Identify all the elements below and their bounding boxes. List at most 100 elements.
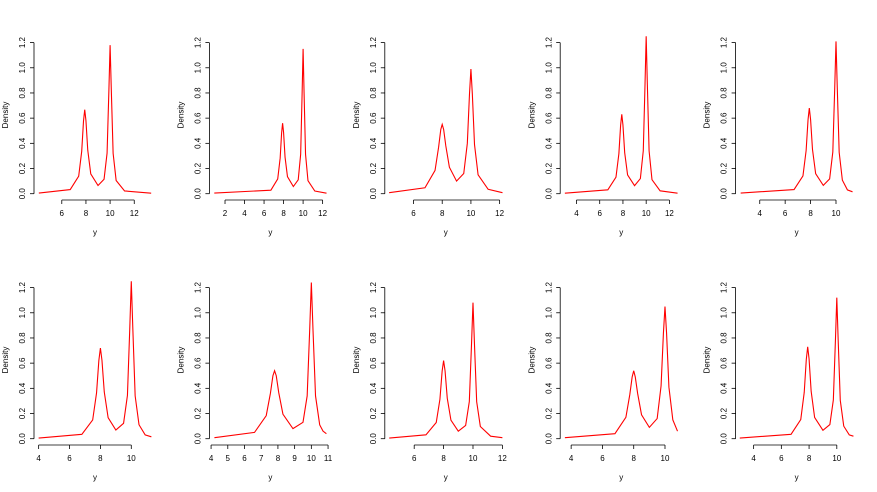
y-tick-label: 0.0 [194, 433, 203, 445]
y-tick-label: 0.0 [720, 433, 729, 445]
x-tick-label: 8 [631, 454, 636, 463]
panel: 0.0 0.2 0.4 0.6 0.8 1.0 1.2 4 5 6 7 8 9 10 11 y Density [177, 281, 333, 482]
y-tick-label: 0.6 [18, 357, 27, 369]
y-tick-label: 0.0 [18, 433, 27, 445]
y-tick-label: 0.0 [194, 188, 203, 200]
y-tick-label: 0.8 [720, 332, 729, 344]
y-tick-label: 0.2 [194, 162, 203, 174]
y-tick-label: 0.6 [18, 112, 27, 124]
x-tick-label: 2 [223, 209, 228, 218]
y-tick-label: 0.8 [544, 87, 553, 99]
x-axis-label: y [795, 473, 799, 482]
y-tick-label: 1.2 [369, 281, 378, 293]
x-tick-label: 10 [127, 454, 136, 463]
x-tick-label: 6 [412, 454, 417, 463]
y-tick-label: 1.0 [544, 62, 553, 74]
y-tick-label: 0.6 [194, 112, 203, 124]
x-tick-label: 10 [642, 209, 651, 218]
y-axis-label: Density [527, 347, 536, 374]
density-line [214, 48, 327, 194]
x-tick-label: 6 [411, 209, 416, 218]
x-tick-label: 4 [758, 209, 763, 218]
y-axis-label: Density [352, 102, 361, 129]
y-tick-label: 0.8 [544, 332, 553, 344]
y-tick-label: 1.2 [720, 281, 729, 293]
density-line [739, 297, 854, 439]
y-tick-label: 1.2 [369, 36, 378, 48]
y-tick-label: 0.4 [194, 382, 203, 394]
y-tick-label: 0.6 [720, 357, 729, 369]
x-tick-label: 10 [832, 209, 841, 218]
y-tick-label: 0.6 [194, 357, 203, 369]
y-tick-label: 0.4 [544, 382, 553, 394]
y-tick-label: 0.6 [544, 112, 553, 124]
x-tick-label: 4 [574, 209, 579, 218]
density-line [389, 302, 503, 439]
y-axis-label: Density [527, 102, 536, 129]
x-tick-label: 4 [751, 454, 756, 463]
y-tick-label: 0.2 [720, 407, 729, 419]
y-tick-label: 0.2 [18, 162, 27, 174]
x-tick-label: 9 [292, 454, 297, 463]
x-axis-label: y [268, 473, 272, 482]
panel: 0.0 0.2 0.4 0.6 0.8 1.0 1.2 6 8 10 12 y Density [352, 36, 505, 237]
x-tick-label: 6 [597, 209, 602, 218]
x-tick-label: 6 [262, 209, 267, 218]
x-tick-label: 10 [106, 209, 115, 218]
x-tick-label: 12 [495, 209, 504, 218]
y-tick-label: 0.2 [18, 407, 27, 419]
x-tick-label: 4 [209, 454, 214, 463]
x-tick-label: 8 [276, 454, 281, 463]
y-tick-label: 1.2 [544, 281, 553, 293]
panel: 0.0 0.2 0.4 0.6 0.8 1.0 1.2 4 6 8 10 y Density [703, 281, 854, 482]
x-tick-label: 12 [130, 209, 139, 218]
x-tick-label: 6 [783, 209, 788, 218]
y-tick-label: 0.6 [544, 357, 553, 369]
y-tick-label: 0.0 [720, 188, 729, 200]
y-tick-label: 0.2 [194, 407, 203, 419]
y-tick-label: 1.2 [194, 36, 203, 48]
y-tick-label: 1.0 [194, 307, 203, 319]
x-axis-label: y [444, 473, 448, 482]
x-tick-label: 6 [67, 454, 72, 463]
x-tick-label: 10 [299, 209, 308, 218]
x-tick-label: 10 [661, 454, 670, 463]
y-tick-label: 0.8 [720, 87, 729, 99]
y-tick-label: 1.2 [18, 36, 27, 48]
x-tick-label: 4 [242, 209, 247, 218]
x-axis-label: y [268, 228, 272, 237]
y-tick-label: 1.0 [369, 62, 378, 74]
y-axis-label: Density [1, 102, 10, 129]
x-tick-label: 7 [259, 454, 264, 463]
y-axis-label: Density [1, 347, 10, 374]
density-line [389, 69, 503, 194]
y-tick-label: 0.8 [18, 332, 27, 344]
x-tick-label: 8 [440, 209, 445, 218]
x-tick-label: 10 [307, 454, 316, 463]
y-tick-label: 1.2 [18, 281, 27, 293]
x-axis-label: y [93, 473, 97, 482]
panel: 0.0 0.2 0.4 0.6 0.8 1.0 1.2 4 6 8 10 y Density [703, 36, 853, 237]
x-tick-label: 5 [226, 454, 231, 463]
x-tick-label: 8 [621, 209, 626, 218]
y-tick-label: 1.2 [720, 36, 729, 48]
y-tick-label: 1.0 [194, 62, 203, 74]
density-line [564, 36, 678, 194]
y-tick-label: 0.8 [369, 332, 378, 344]
panel: 0.0 0.2 0.4 0.6 0.8 1.0 1.2 2 4 6 8 10 12 y Density [177, 36, 328, 237]
x-tick-label: 10 [832, 454, 841, 463]
x-axis-label: y [619, 228, 623, 237]
density-line [740, 41, 853, 194]
y-tick-label: 0.0 [18, 188, 27, 200]
panel: 0.0 0.2 0.4 0.6 0.8 1.0 1.2 6 8 10 12 y Density [1, 36, 152, 237]
panel: 0.0 0.2 0.4 0.6 0.8 1.0 1.2 4 6 8 10 y Density [1, 281, 152, 482]
y-axis-label: Density [352, 347, 361, 374]
y-axis-label: Density [703, 102, 712, 129]
y-tick-label: 1.0 [369, 307, 378, 319]
density-line [564, 306, 679, 439]
x-tick-label: 11 [324, 454, 333, 463]
y-tick-label: 1.2 [194, 281, 203, 293]
x-tick-label: 8 [808, 209, 813, 218]
y-tick-label: 0.4 [369, 137, 378, 149]
x-tick-label: 12 [665, 209, 674, 218]
